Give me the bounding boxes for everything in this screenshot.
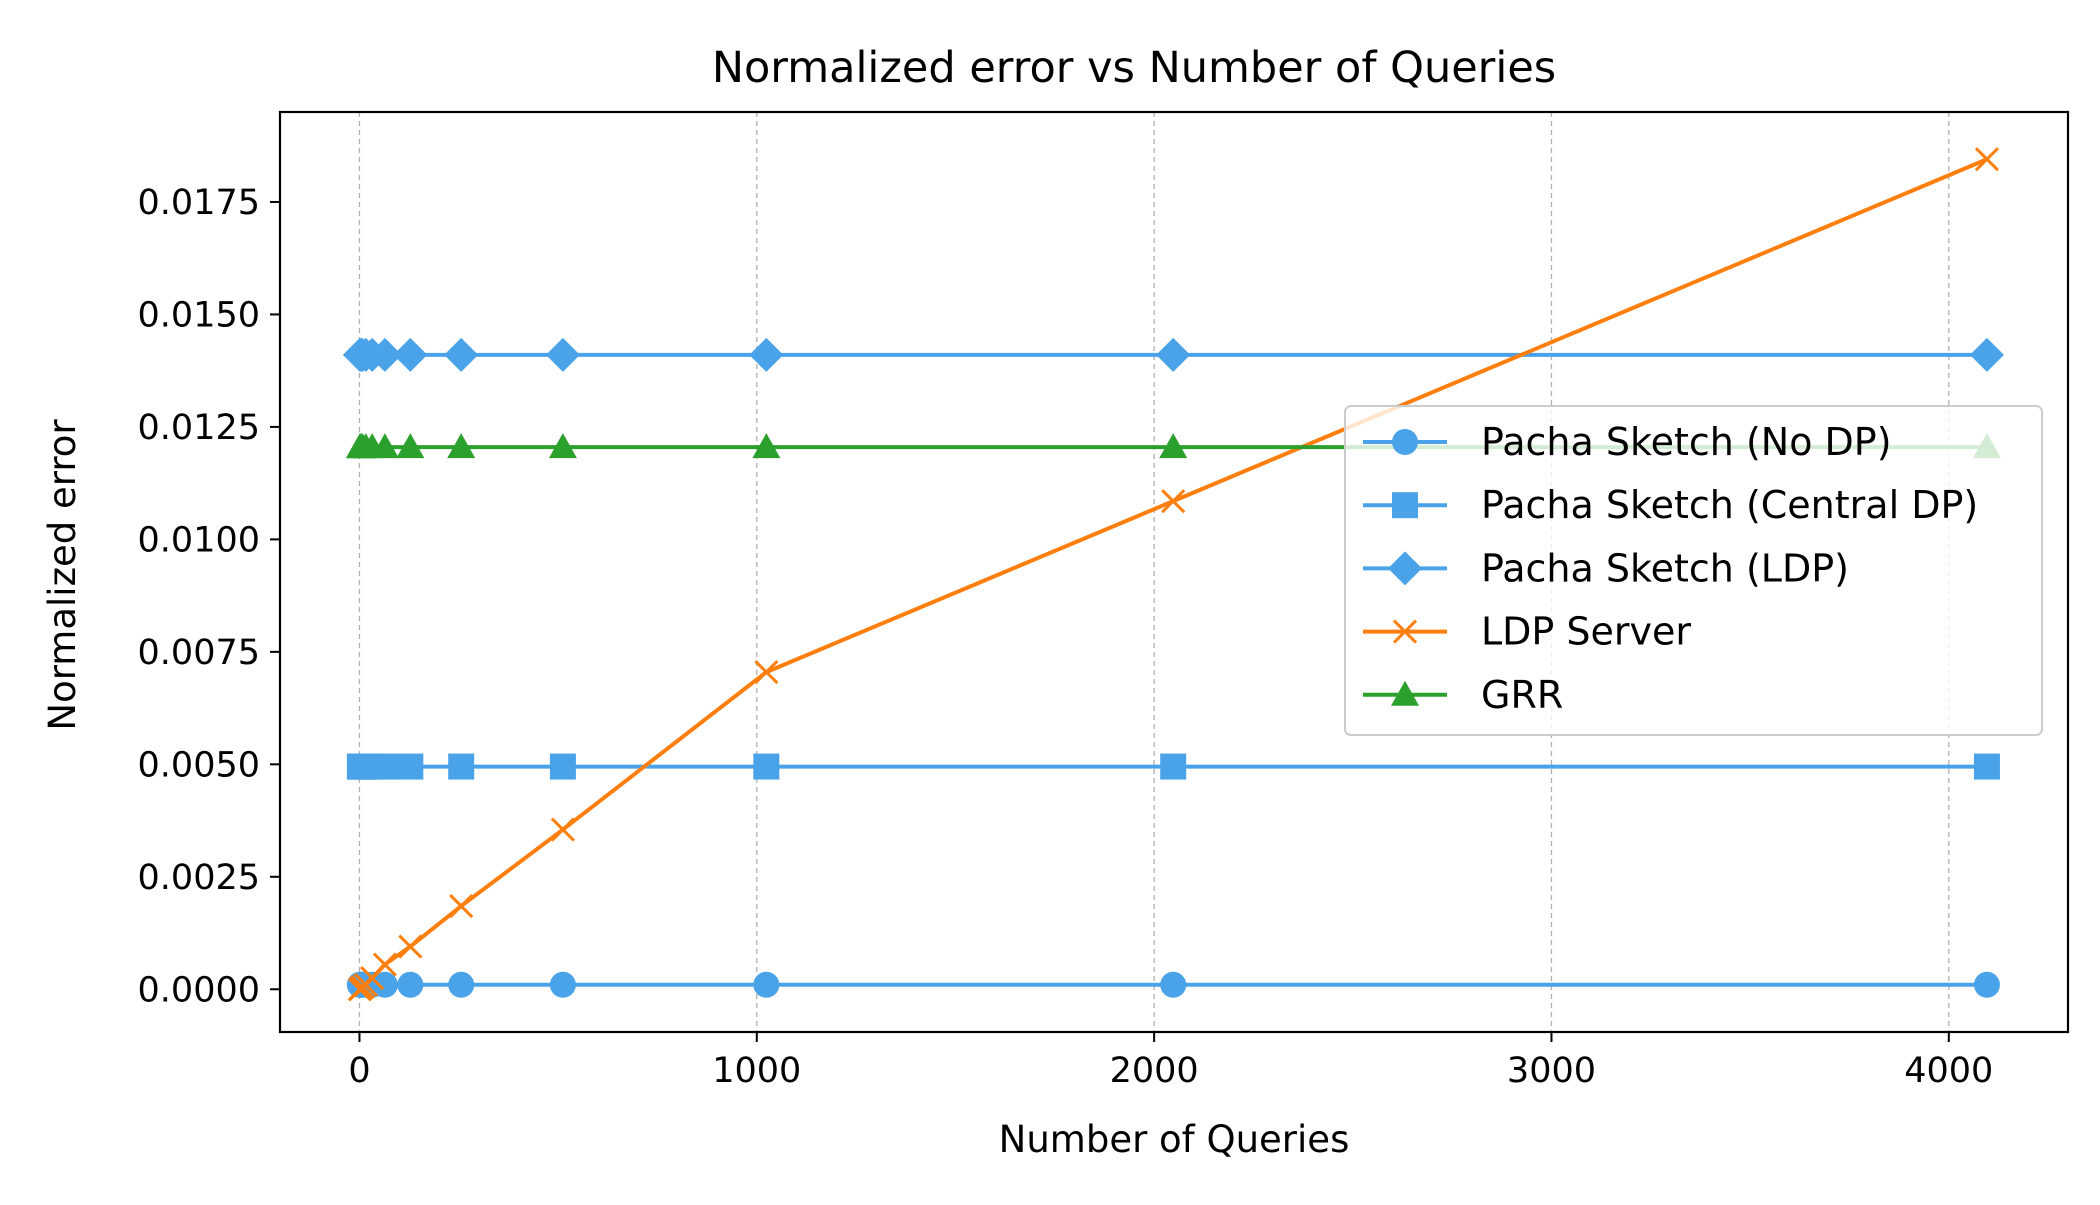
x-tick-label: 4000 [1904,1051,1993,1091]
data-point [449,893,474,919]
data-point [448,971,475,998]
data-point [393,337,428,372]
data-point [753,971,780,998]
x-tick-label: 1000 [712,1051,801,1091]
y-axis-label: Normalized error [41,419,84,731]
data-point [397,971,424,998]
data-point [396,433,425,459]
data-point [397,753,424,780]
legend-label: Pacha Sketch (No DP) [1481,420,1892,464]
data-point [398,934,423,959]
legend-marker [1392,492,1418,519]
x-axis-label: Number of Queries [999,1118,1350,1161]
data-point [548,433,577,459]
data-point [444,337,479,372]
legend-label: LDP Server [1481,610,1691,654]
data-point [749,337,784,372]
data-point [1160,971,1187,998]
y-tick-label: 0.0175 [138,183,260,223]
y-tick-label: 0.0075 [138,633,260,673]
data-point [1973,971,2000,998]
data-point [371,971,398,998]
y-tick-label: 0.0150 [138,295,260,335]
data-point [372,952,397,977]
y-tick-label: 0.0025 [138,858,260,898]
chart-title: Normalized error vs Number of Queries [712,43,1556,93]
data-point [448,753,475,780]
y-tick-label: 0.0125 [138,408,260,448]
legend-label: Pacha Sketch (LDP) [1481,546,1849,590]
data-point [370,433,399,459]
legend-label: Pacha Sketch (Central DP) [1481,483,1978,527]
legend: Pacha Sketch (No DP) Pacha Sketch (Centra… [1344,405,2043,736]
data-point [752,433,781,459]
data-point [1159,433,1188,459]
legend-item: Pacha Sketch (Central DP) [1363,483,1978,527]
data-point [753,753,780,780]
data-point [754,660,779,685]
data-point [371,753,398,780]
data-point [1973,753,2000,780]
data-point [1160,753,1187,780]
data-point [1969,337,2004,372]
series-ldp-server [347,147,2000,1002]
legend-marker [1388,551,1422,586]
y-tick-label: 0.0000 [138,970,260,1010]
legend-marker [1392,619,1418,644]
series-pacha-sketch-ldp [342,337,2004,372]
data-point [1974,147,2000,172]
legend-box [1344,405,2043,736]
legend-item: LDP Server [1363,610,1691,654]
data-point [367,337,402,372]
legend-label: GRR [1481,673,1563,717]
data-point [447,433,476,459]
y-tick-label: 0.0100 [138,520,260,560]
data-point [549,753,576,780]
y-tick-label: 0.0050 [138,745,260,785]
data-point [549,971,576,998]
x-tick-label: 2000 [1110,1051,1199,1091]
data-point [1161,489,1186,514]
x-tick-label: 3000 [1507,1051,1596,1091]
plot-frame [278,110,2070,1034]
legend-marker [1391,680,1419,706]
data-point [545,337,580,372]
x-tick-label: 0 [348,1051,370,1091]
legend-marker [1392,429,1418,455]
legend-item: Pacha Sketch (LDP) [1363,546,1849,590]
series-pacha-sketch-central-dp [346,753,2000,780]
legend-item: GRR [1363,673,1563,717]
data-point [550,817,575,842]
legend-item: Pacha Sketch (No DP) [1363,420,1892,464]
data-point [1156,337,1191,372]
